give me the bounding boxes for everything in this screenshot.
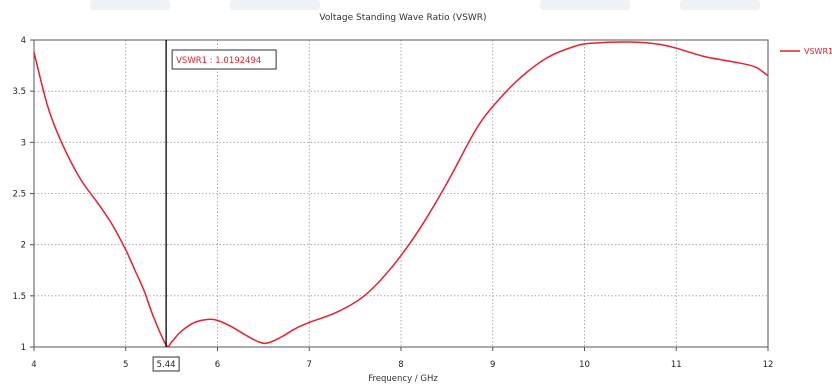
y-tick-label: 3 <box>21 138 26 148</box>
x-tick-label: 10 <box>579 360 590 370</box>
y-tick-label: 2.5 <box>12 190 26 200</box>
y-tick-label: 1 <box>21 343 26 353</box>
y-axis-ticks: 1 1.5 2 2.5 3 3.5 4 <box>12 36 34 353</box>
x-tick-label: 9 <box>490 360 495 370</box>
legend-label-vswr1: VSWR1 <box>804 47 832 56</box>
background-watermark <box>90 0 760 10</box>
x-tick-label: 12 <box>763 360 774 370</box>
x-tick-label: 8 <box>398 360 403 370</box>
x-tick-label: 5 <box>123 360 128 370</box>
x-tick-label: 7 <box>307 360 312 370</box>
y-tick-label: 1.5 <box>12 292 26 302</box>
y-tick-label: 3.5 <box>12 87 26 97</box>
series-line-vswr1 <box>33 41 769 348</box>
x-axis-label: Frequency / GHz <box>368 374 438 384</box>
chart-title: Voltage Standing Wave Ratio (VSWR) <box>319 13 486 23</box>
x-tick-label: 4 <box>31 360 36 370</box>
x-tick-label: 6 <box>215 360 220 370</box>
marker-x-label: 5.44 <box>157 360 176 370</box>
y-tick-label: 4 <box>21 36 26 46</box>
x-tick-label: 11 <box>671 360 682 370</box>
x-axis-ticks: 4 5 6 7 8 9 10 11 12 <box>31 347 773 370</box>
legend: VSWR1 <box>780 47 832 56</box>
marker-label: VSWR1 : 1.0192494 <box>176 56 261 66</box>
marker-label-box <box>171 49 277 70</box>
y-tick-label: 2 <box>21 241 26 251</box>
grid <box>34 40 768 347</box>
marker-x-label-box <box>152 356 180 372</box>
